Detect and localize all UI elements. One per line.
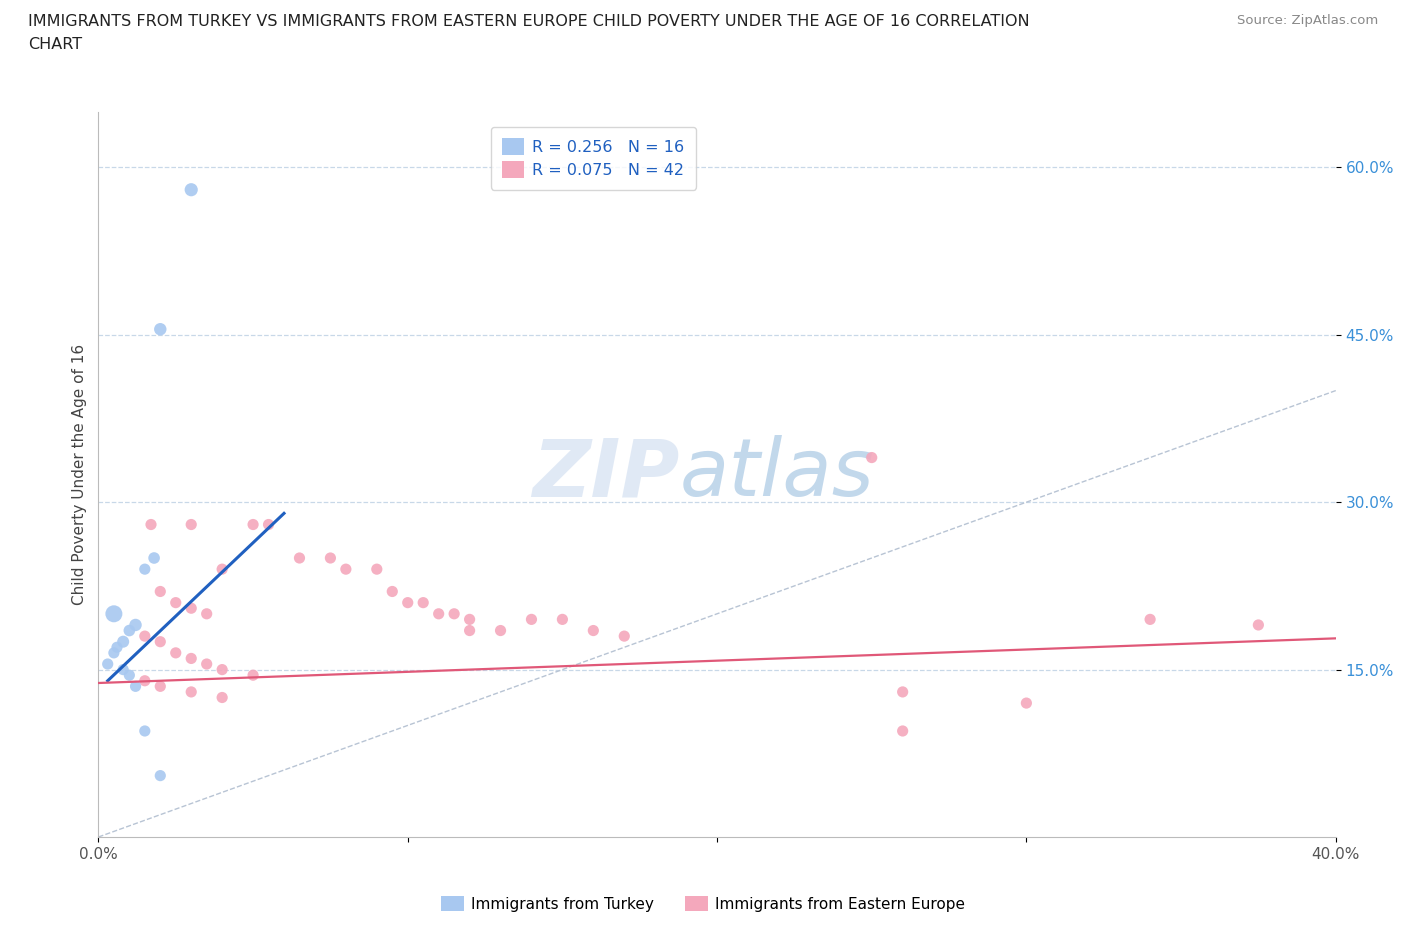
Point xyxy=(180,651,202,666)
Point xyxy=(520,612,543,627)
Point xyxy=(124,618,146,632)
Point xyxy=(582,623,605,638)
Point xyxy=(134,673,156,688)
Point xyxy=(149,768,172,783)
Point xyxy=(180,182,202,197)
Point xyxy=(112,634,135,649)
Point xyxy=(149,322,172,337)
Point xyxy=(891,724,914,738)
Y-axis label: Child Poverty Under the Age of 16: Child Poverty Under the Age of 16 xyxy=(72,344,87,604)
Legend: Immigrants from Turkey, Immigrants from Eastern Europe: Immigrants from Turkey, Immigrants from … xyxy=(434,889,972,918)
Point xyxy=(335,562,357,577)
Legend: R = 0.256   N = 16, R = 0.075   N = 42: R = 0.256 N = 16, R = 0.075 N = 42 xyxy=(491,126,696,190)
Point xyxy=(381,584,404,599)
Point xyxy=(143,551,166,565)
Point xyxy=(396,595,419,610)
Text: IMMIGRANTS FROM TURKEY VS IMMIGRANTS FROM EASTERN EUROPE CHILD POVERTY UNDER THE: IMMIGRANTS FROM TURKEY VS IMMIGRANTS FRO… xyxy=(28,14,1029,29)
Point xyxy=(1015,696,1038,711)
Point xyxy=(149,634,172,649)
Point xyxy=(288,551,311,565)
Point xyxy=(551,612,574,627)
Point xyxy=(195,657,218,671)
Point xyxy=(165,645,187,660)
Text: ZIP: ZIP xyxy=(533,435,681,513)
Point xyxy=(211,690,233,705)
Point xyxy=(165,595,187,610)
Point xyxy=(860,450,883,465)
Point xyxy=(103,645,125,660)
Point xyxy=(613,629,636,644)
Point xyxy=(427,606,450,621)
Point xyxy=(180,601,202,616)
Point xyxy=(412,595,434,610)
Point xyxy=(458,623,481,638)
Text: atlas: atlas xyxy=(681,435,875,513)
Point xyxy=(134,724,156,738)
Point xyxy=(443,606,465,621)
Point xyxy=(366,562,388,577)
Point xyxy=(134,562,156,577)
Point xyxy=(112,662,135,677)
Point xyxy=(149,584,172,599)
Point xyxy=(139,517,162,532)
Point xyxy=(257,517,280,532)
Point xyxy=(458,612,481,627)
Point xyxy=(180,517,202,532)
Text: Source: ZipAtlas.com: Source: ZipAtlas.com xyxy=(1237,14,1378,27)
Point xyxy=(149,679,172,694)
Point xyxy=(118,623,141,638)
Point xyxy=(242,517,264,532)
Point xyxy=(180,684,202,699)
Point xyxy=(1139,612,1161,627)
Point xyxy=(891,684,914,699)
Point xyxy=(489,623,512,638)
Point xyxy=(319,551,342,565)
Point xyxy=(105,640,128,655)
Point xyxy=(1247,618,1270,632)
Point xyxy=(118,668,141,683)
Point xyxy=(211,562,233,577)
Point xyxy=(103,606,125,621)
Point xyxy=(195,606,218,621)
Point xyxy=(97,657,120,671)
Point xyxy=(134,629,156,644)
Point xyxy=(211,662,233,677)
Text: CHART: CHART xyxy=(28,37,82,52)
Point xyxy=(124,679,146,694)
Point xyxy=(242,668,264,683)
